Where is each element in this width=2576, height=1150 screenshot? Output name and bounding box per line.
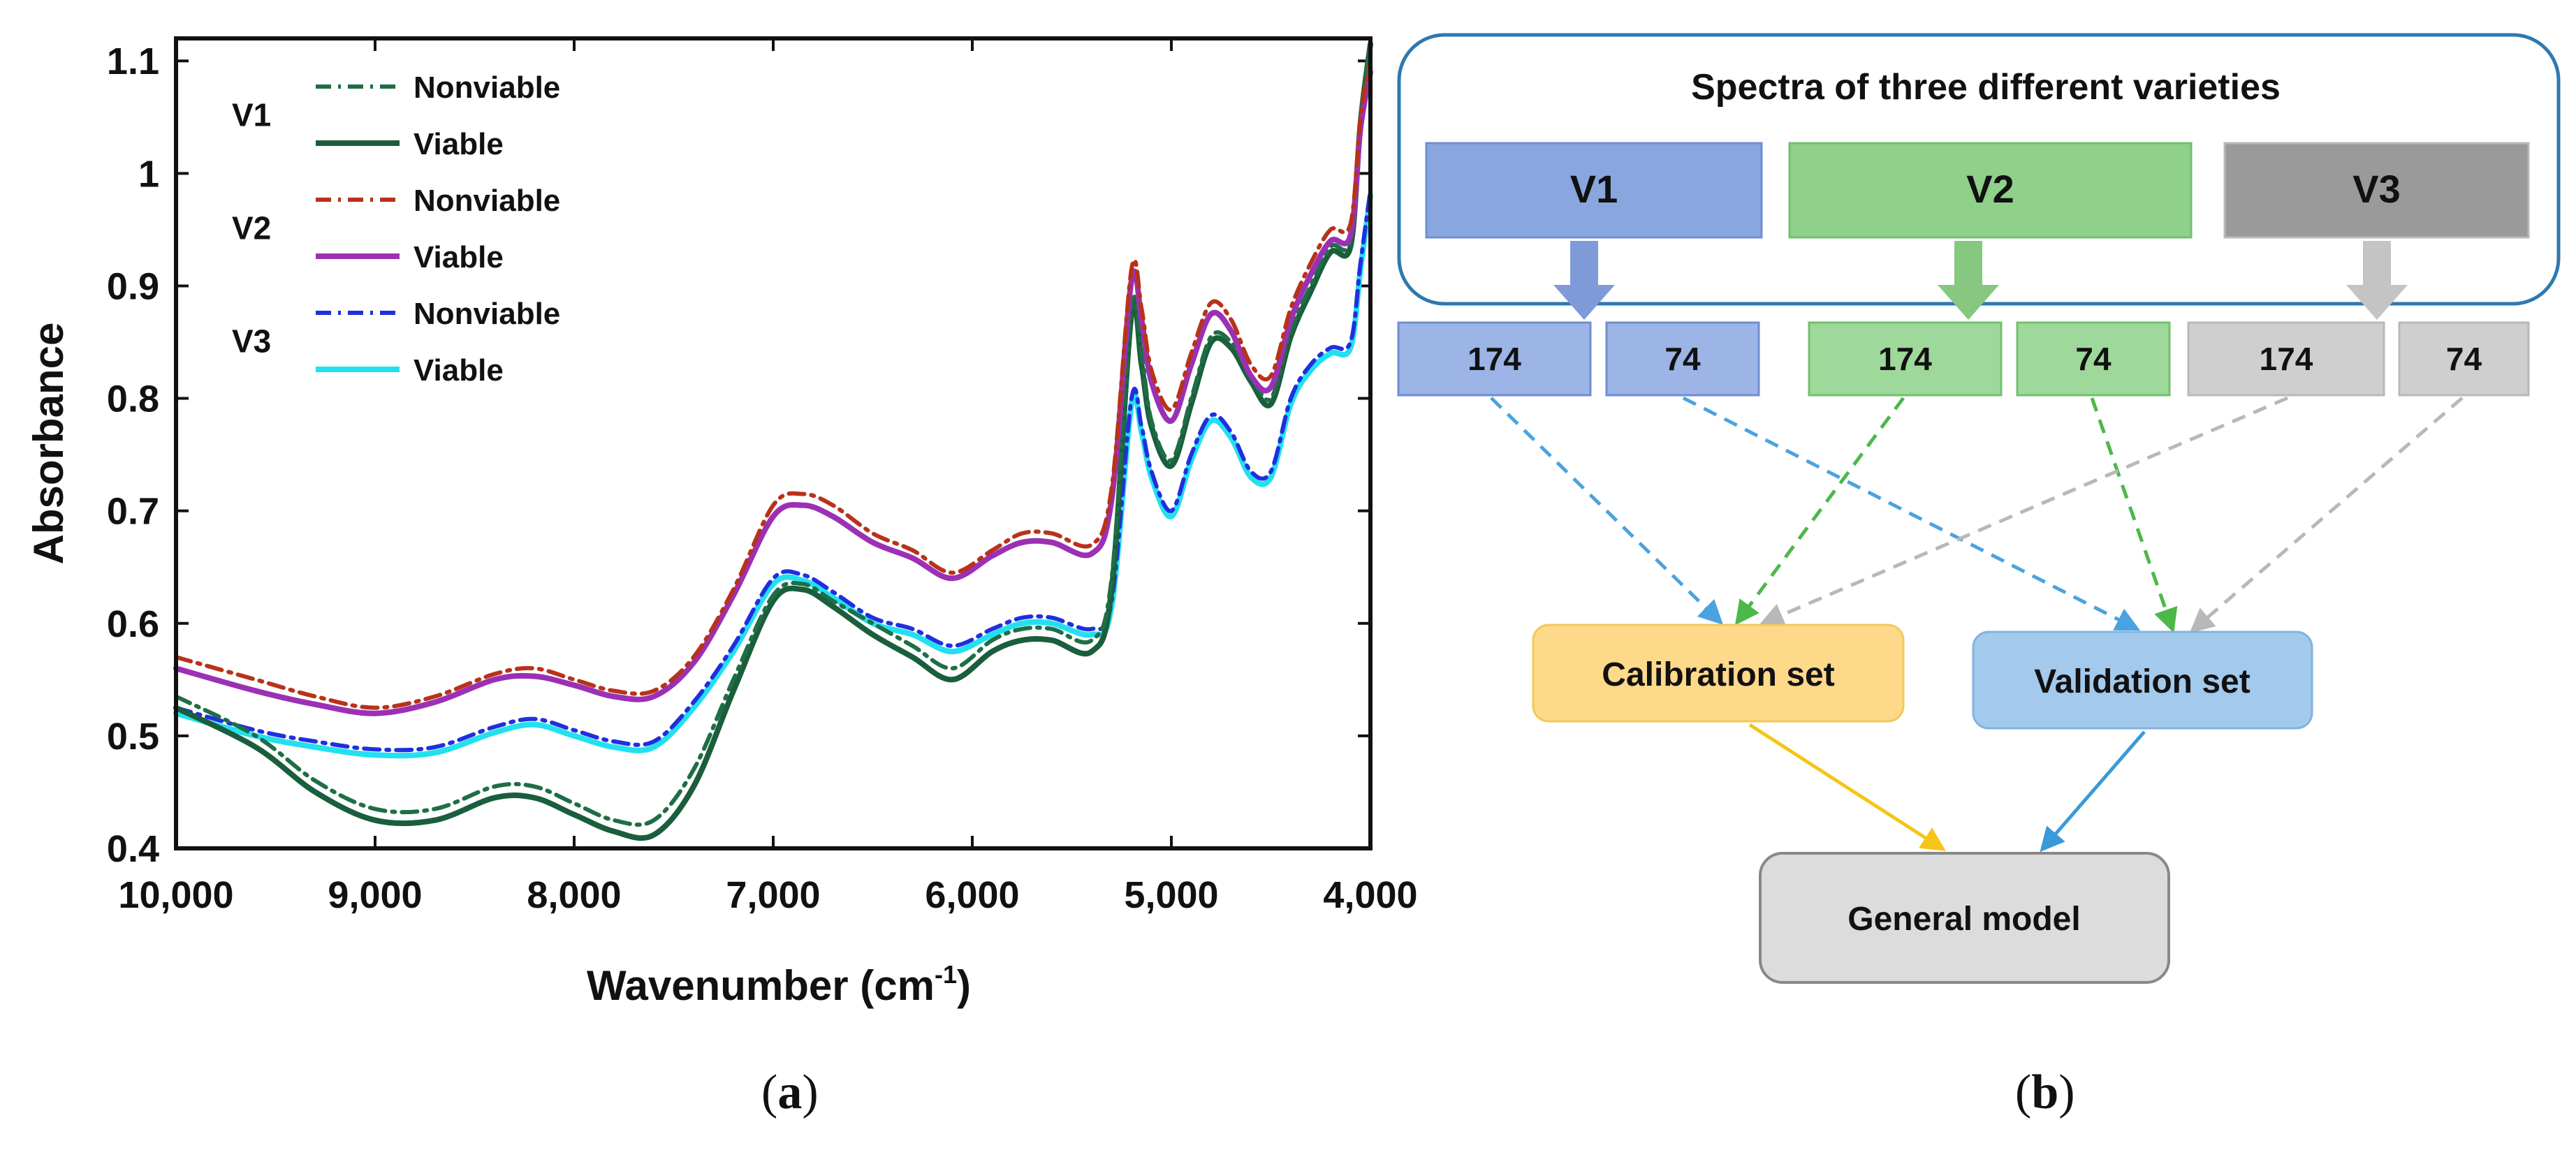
variety-down-arrow-v3 [2346, 241, 2408, 320]
dashed-arrow-v1-174-to-calibration [1490, 397, 1724, 625]
series-line-v3-viable [173, 193, 1373, 759]
y-tick-label-0-8: 0.8 [107, 378, 159, 420]
legend-label-v3-viable: Viable [414, 353, 504, 388]
legend-group-v3: V3 [232, 323, 271, 360]
panel-label-b: (b) [2015, 1065, 2075, 1121]
legend-group-v1: V1 [232, 97, 271, 133]
dashed-arrows [1490, 396, 2464, 633]
panel-b-close: ) [2058, 1066, 2075, 1119]
dashed-arrow-v2-74-to-validation [2090, 397, 2178, 633]
legend: Nonviable Viable Nonviable Viable Nonviable V… [232, 71, 560, 388]
y-tick-label-1-1: 1.1 [107, 40, 159, 82]
tick-marks [175, 38, 1372, 850]
calibration-set-box [1532, 624, 1905, 723]
series-line-v3-nonviable [174, 188, 1373, 753]
split-box-v3-74 [2398, 321, 2530, 397]
variety-label-v3: V3 [2352, 167, 2401, 211]
plot-frame [174, 36, 1373, 850]
panel-a-close: ) [802, 1066, 819, 1119]
y-tick-label-0-9: 0.9 [107, 265, 159, 307]
absorbance-chart: 10,000 9,000 8,000 7,000 6,000 5,000 4,000 0.4… [25, 36, 1418, 1009]
variety-box-v2 [1788, 142, 2193, 239]
x-tick-label-6-000: 6,000 [925, 874, 1019, 916]
split-box-v3-174 [2187, 321, 2385, 397]
x-axis-label: Wavenumber (cm-1) [587, 960, 971, 1009]
legend-label-v3-nonviable: Nonviable [414, 297, 560, 331]
x-tick-label-7-000: 7,000 [726, 874, 820, 916]
split-box-v2-174 [1808, 321, 2003, 397]
variety-label-v1: V1 [1570, 167, 1618, 211]
series-line-v2-nonviable [174, 59, 1373, 710]
legend-label-v1-nonviable: Nonviable [414, 71, 560, 105]
dashed-arrow-v3-174-to-calibration [1759, 396, 2288, 627]
calibration-set-label: Calibration set [1602, 656, 1834, 693]
split-row: 174 74 174 74 174 74 [1397, 321, 2530, 397]
y-tick-label-1: 1 [138, 153, 159, 195]
y-tick-label-0-7: 0.7 [107, 491, 159, 533]
series-line-v1-nonviable [174, 39, 1373, 827]
x-tick-label-10-000: 10,000 [118, 874, 233, 916]
x-tick-label-8-000: 8,000 [527, 874, 621, 916]
split-box-v1-74 [1605, 321, 1760, 397]
variety-down-arrow-v2 [1938, 241, 1999, 320]
legend-group-v2: V2 [232, 210, 271, 246]
split-box-v2-74 [2016, 321, 2171, 397]
variety-row: V1 V2 V3 [1425, 142, 2530, 320]
y-tick-label-0-4: 0.4 [107, 828, 159, 870]
validation-set-label: Validation set [2034, 663, 2250, 700]
variety-box-v3 [2223, 142, 2530, 239]
variety-box-v1 [1425, 142, 1763, 239]
split-label-v2-174: 174 [1878, 341, 1932, 377]
y-axis-label: Absorbance [25, 323, 72, 565]
split-label-v3-174: 174 [2260, 341, 2313, 377]
series-layer [173, 39, 1373, 841]
validation-to-model-arrow [2040, 730, 2146, 853]
x-tick-label-9-000: 9,000 [328, 874, 422, 916]
split-box-v1-174 [1397, 321, 1592, 397]
legend-label-v2-nonviable: Nonviable [414, 184, 560, 218]
variety-down-arrow-v1 [1553, 241, 1615, 320]
legend-label-v1-viable: Viable [414, 127, 504, 161]
panel-b-letter: b [2031, 1066, 2059, 1119]
y-tick-label-0-5: 0.5 [107, 716, 159, 758]
x-tick-labels: 10,000 9,000 8,000 7,000 6,000 5,000 4,000 [118, 874, 1417, 916]
split-label-v1-74: 74 [1664, 341, 1701, 377]
calibration-to-model-arrow [1748, 723, 1946, 851]
legend-label-v2-viable: Viable [414, 240, 504, 274]
x-tick-label-4-000: 4,000 [1323, 874, 1417, 916]
panel-a-letter: a [777, 1066, 803, 1119]
general-model-box [1759, 852, 2170, 984]
general-model-label: General model [1847, 901, 2080, 938]
panel-label-a: (a) [761, 1065, 819, 1121]
series-line-v2-viable [173, 69, 1373, 716]
split-label-v1-174: 174 [1468, 341, 1521, 377]
split-label-v2-74: 74 [2075, 341, 2112, 377]
panel-b-open: ( [2015, 1066, 2032, 1119]
x-tick-label-5-000: 5,000 [1124, 874, 1218, 916]
x-axis-label-text: Wavenumber (cm [587, 962, 935, 1009]
x-axis-label-suffix: ) [957, 962, 971, 1009]
x-axis-label-sup: -1 [935, 960, 957, 989]
workflow-diagram: Spectra of three different varieties V1 V… [1397, 33, 2561, 984]
y-tick-labels: 0.4 0.5 0.6 0.7 0.8 0.9 1 1.1 [107, 40, 159, 870]
spectra-title: Spectra of three different varieties [1691, 67, 2281, 108]
dashed-arrow-v1-74-to-validation [1682, 396, 2141, 631]
split-label-v3-74: 74 [2446, 341, 2482, 377]
y-tick-label-0-6: 0.6 [107, 603, 159, 645]
series-line-v1-viable [173, 41, 1373, 841]
dashed-arrow-v3-74-to-validation [2189, 397, 2464, 633]
panel-a-open: ( [761, 1066, 778, 1119]
variety-label-v2: V2 [1966, 167, 2014, 211]
dashed-arrow-v2-174-to-calibration [1734, 397, 1905, 626]
validation-set-box [1972, 631, 2313, 730]
